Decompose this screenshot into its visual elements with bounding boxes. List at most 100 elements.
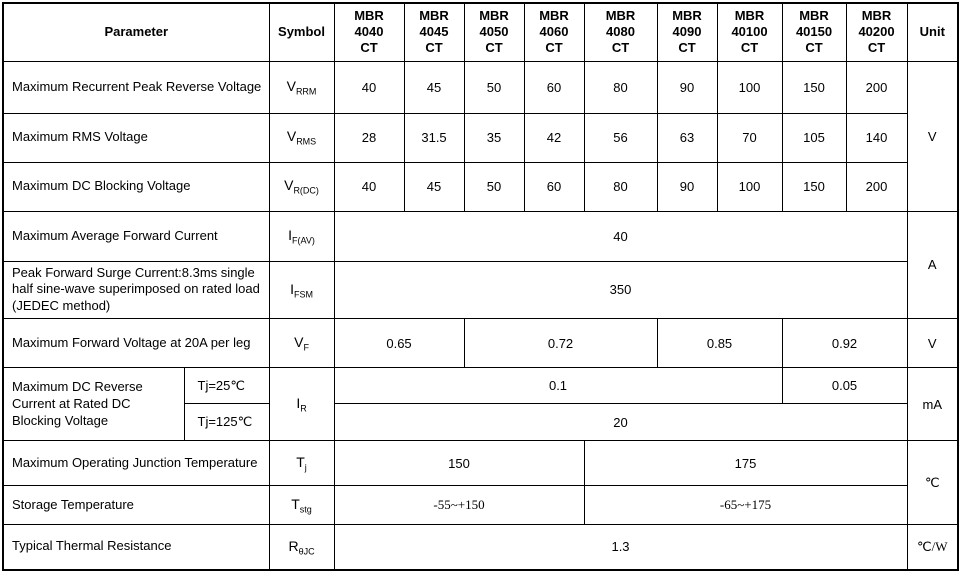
cell-value-merged: -65~+175 [583,485,908,526]
header-part-mbr40100ct: MBR 40100 CT [716,2,783,62]
table-header-row: Parameter Symbol MBR 4040 CT MBR 4045 CT… [2,2,959,62]
cell-symbol: RθJC [268,524,335,571]
cell-symbol: Tj [268,440,335,487]
symbol-base: I [288,226,293,243]
cell-value: 56 [583,112,658,163]
cell-parameter: Maximum Forward Voltage at 20A per leg [2,318,270,369]
cell-symbol: VF [268,318,335,369]
cell-value-merged: 350 [333,260,908,320]
header-part-mbr40150ct: MBR 40150 CT [781,2,847,62]
cell-value-merged: 0.85 [656,318,783,369]
symbol-base: V [286,128,297,145]
cell-value: 28 [333,112,405,163]
cell-value-merged: 0.92 [781,318,908,369]
cell-symbol: VRRM [268,60,335,114]
table-row: Maximum RMS Voltage VRMS 28 31.5 35 42 5… [2,112,958,163]
cell-symbol: IF(AV) [268,210,335,262]
cell-symbol: IR [268,367,335,442]
symbol-base: T [296,453,305,470]
table-row: Maximum Recurrent Peak Reverse Voltage V… [2,60,959,212]
cell-value: 40 [333,60,405,114]
cell-unit: ℃/W [906,524,959,571]
table-row: Maximum DC Blocking Voltage VR(DC) 40 45… [2,161,958,212]
table-row: Maximum Operating Junction Temperature T… [2,440,959,526]
cell-value-merged: 0.65 [333,318,465,369]
cell-value: 60 [523,161,585,212]
cell-value: 100 [716,161,783,212]
cell-value: 150 [781,161,847,212]
cell-value: 140 [845,112,908,163]
cell-value: 80 [583,161,658,212]
cell-value-merged: 1.3 [333,524,908,571]
cell-value: 80 [583,60,658,114]
header-part-mbr4040ct: MBR 4040 CT [333,2,405,62]
cell-unit: ℃ [906,440,959,526]
cell-unit: A [906,210,959,320]
cell-value: 105 [781,112,847,163]
cell-value: 100 [716,60,783,114]
cell-symbol: VR(DC) [268,161,335,212]
cell-value-merged: 175 [583,440,908,487]
cell-value: 50 [463,161,525,212]
cell-value: 200 [845,161,908,212]
symbol-sub: F(AV) [292,235,315,246]
cell-parameter: Maximum RMS Voltage [2,112,270,163]
cell-value: 45 [403,60,465,114]
cell-value-merged: 40 [333,210,908,262]
table-row: Peak Forward Surge Current:8.3ms single … [2,260,958,320]
header-part-mbr4060ct: MBR 4060 CT [523,2,585,62]
symbol-sub: F [303,342,309,353]
cell-parameter: Storage Temperature [2,485,270,526]
cell-value-merged: 20 [333,403,908,442]
cell-parameter: Maximum Operating Junction Temperature [2,440,270,487]
cell-value: 31.5 [403,112,465,163]
symbol-sub: RMS [296,136,317,147]
header-symbol: Symbol [268,2,335,62]
cell-unit: V [906,60,959,212]
cell-value-merged: 0.05 [781,367,908,405]
header-parameter: Parameter [2,2,270,62]
cell-parameter: Maximum DC Reverse Current at Rated DC B… [2,367,185,442]
cell-condition: Tj=25℃ [183,367,270,405]
cell-value: 200 [845,60,908,114]
cell-symbol: VRMS [268,112,335,163]
cell-parameter: Maximum DC Blocking Voltage [2,161,270,212]
symbol-sub: R(DC) [293,185,319,196]
table-row: Tj=125℃ 20 [3,403,958,442]
cell-value: 90 [656,161,718,212]
cell-parameter: Maximum Average Forward Current [2,210,270,262]
symbol-base: V [294,333,304,350]
cell-symbol: Tstg [268,485,335,526]
cell-value: 70 [716,112,783,163]
cell-value-merged: 0.1 [333,367,783,405]
symbol-base: I [290,280,294,297]
table-row: Storage Temperature Tstg -55~+150 -65~+1… [2,485,958,526]
cell-value: 42 [523,112,585,163]
symbol-sub: R [300,403,307,414]
symbol-sub: j [304,462,307,473]
symbol-base: R [288,537,299,554]
symbol-sub: θJC [298,546,315,557]
cell-symbol: IFSM [268,260,335,320]
cell-value: 45 [403,161,465,212]
table-row: Maximum DC Reverse Current at Rated DC B… [2,367,959,442]
symbol-base: V [286,77,296,94]
cell-value-merged: -55~+150 [333,485,585,526]
cell-parameter: Peak Forward Surge Current:8.3ms single … [2,260,270,320]
cell-value: 63 [656,112,718,163]
cell-condition: Tj=125℃ [183,403,270,442]
header-part-mbr4050ct: MBR 4050 CT [463,2,525,62]
table-row: Maximum Forward Voltage at 20A per leg V… [2,318,959,369]
header-part-mbr4090ct: MBR 4090 CT [656,2,718,62]
cell-value-merged: 150 [333,440,585,487]
symbol-sub: stg [299,504,312,515]
cell-value: 35 [463,112,525,163]
cell-value-merged: 0.72 [463,318,658,369]
header-part-mbr4080ct: MBR 4080 CT [583,2,658,62]
cell-parameter: Typical Thermal Resistance [2,524,270,571]
cell-value: 150 [781,60,847,114]
symbol-base: T [291,495,300,512]
cell-value: 60 [523,60,585,114]
